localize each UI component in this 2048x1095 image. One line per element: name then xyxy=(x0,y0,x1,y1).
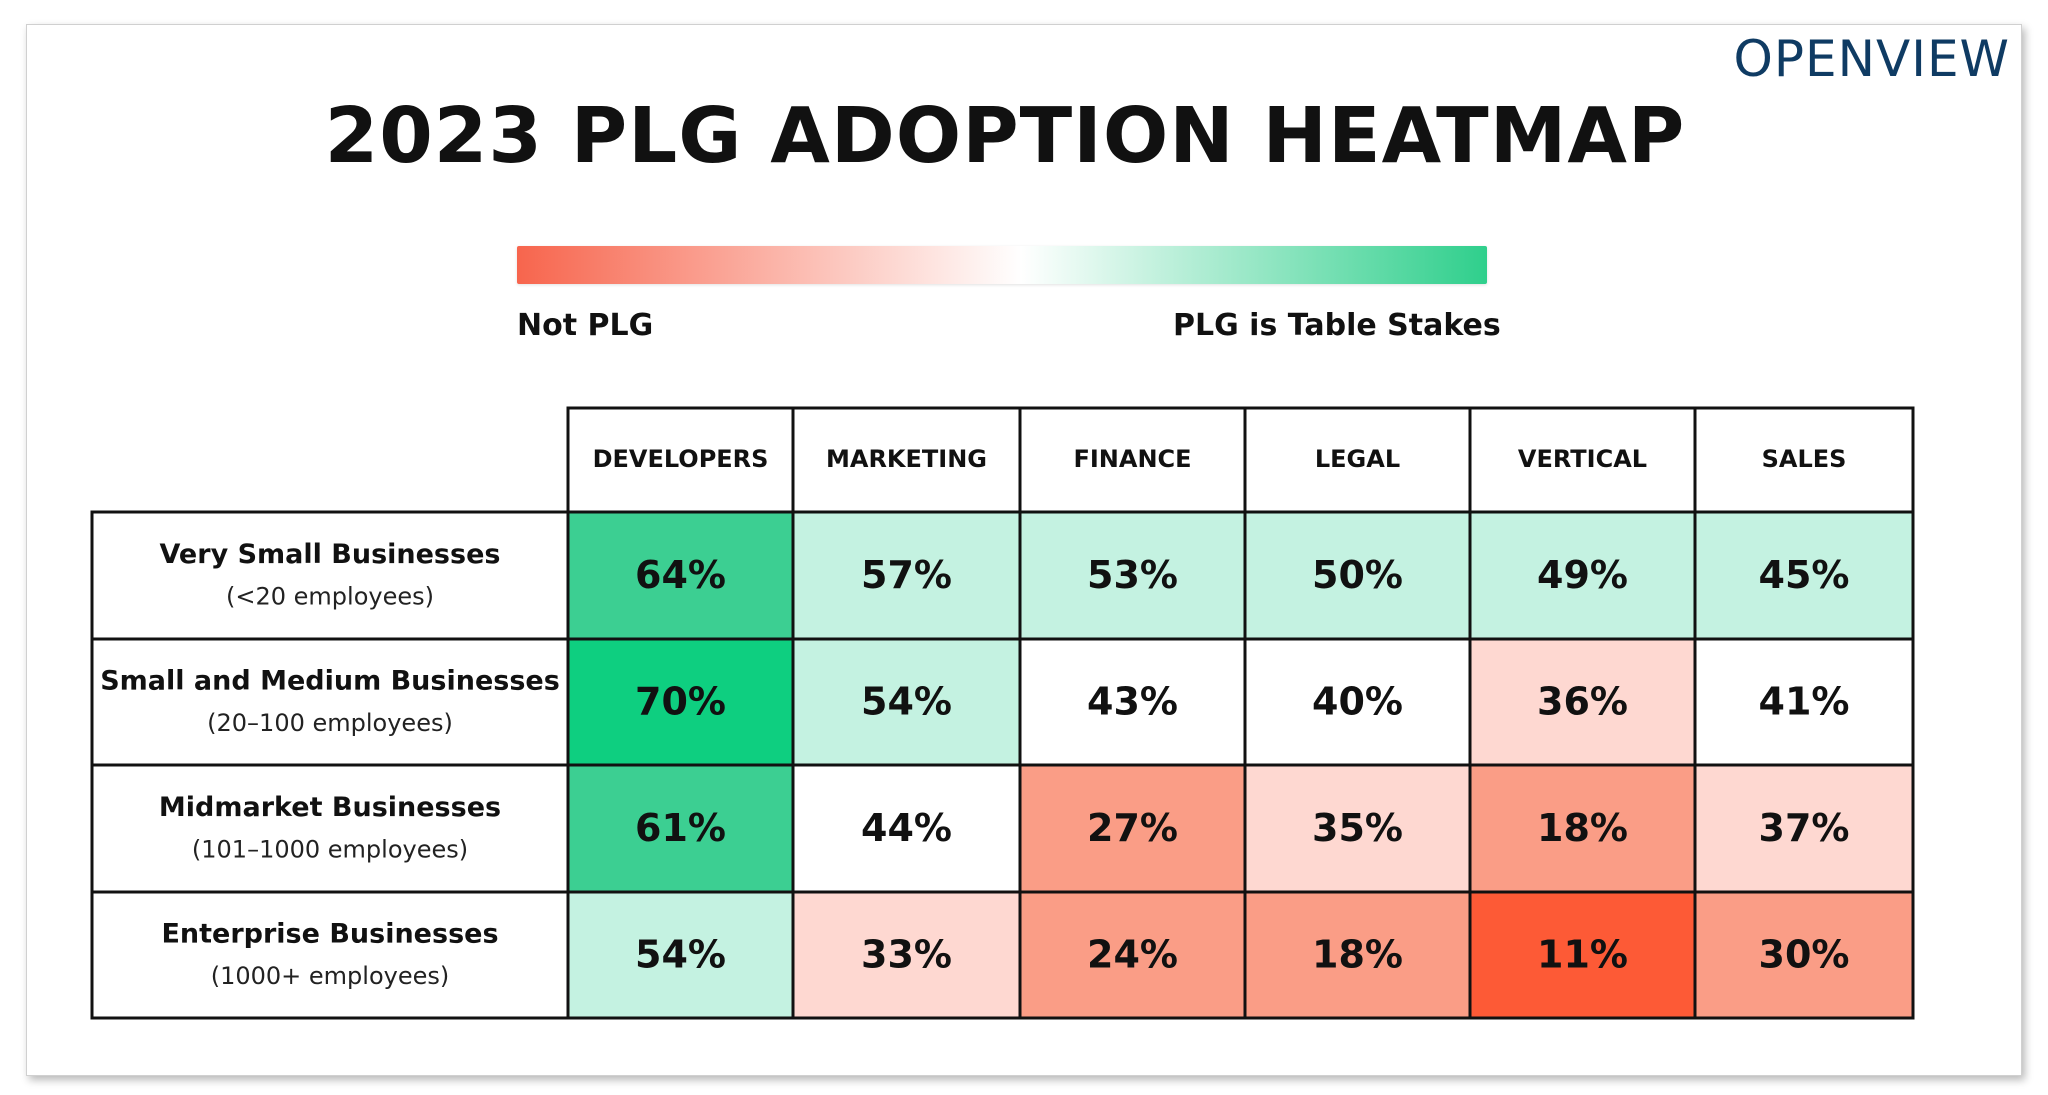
row-header-sublabel: (1000+ employees) xyxy=(211,962,450,990)
heatmap-cell xyxy=(793,639,1020,765)
heatmap-cell xyxy=(568,639,793,765)
cell-value-label: 33% xyxy=(861,933,952,977)
cell-value-label: 43% xyxy=(1087,680,1178,724)
legend-gradient-bar xyxy=(517,246,1487,284)
column-header-label: DEVELOPERS xyxy=(593,445,769,473)
chart-title: 2023 PLG ADOPTION HEATMAP xyxy=(324,92,1686,181)
cell-value-label: 53% xyxy=(1087,553,1178,597)
cell-value-label: 24% xyxy=(1087,933,1178,977)
cell-value-label: 70% xyxy=(635,680,726,724)
heatmap-cell xyxy=(1020,892,1245,1018)
row-header-sublabel: (101–1000 employees) xyxy=(192,836,468,864)
cell-value-label: 40% xyxy=(1312,680,1403,724)
column-header-label: MARKETING xyxy=(826,445,987,473)
heatmap-cell xyxy=(568,512,793,639)
cell-value-label: 44% xyxy=(861,806,952,850)
cell-value-label: 18% xyxy=(1312,933,1403,977)
heatmap-cell xyxy=(793,892,1020,1018)
cell-value-label: 41% xyxy=(1759,680,1850,724)
heatmap-cell xyxy=(1470,639,1695,765)
heatmap-cell xyxy=(568,765,793,892)
cell-value-label: 18% xyxy=(1537,806,1628,850)
cell-value-label: 36% xyxy=(1537,680,1628,724)
heatmap-cell xyxy=(1695,639,1913,765)
heatmap-cell xyxy=(1470,512,1695,639)
heatmap-cell xyxy=(1470,765,1695,892)
row-header-label: Small and Medium Businesses xyxy=(100,666,560,697)
cell-value-label: 54% xyxy=(861,680,952,724)
heatmap-cell xyxy=(568,892,793,1018)
heatmap-cell xyxy=(1695,765,1913,892)
heatmap-cell xyxy=(793,765,1020,892)
heatmap-cell xyxy=(1245,892,1470,1018)
heatmap-cell xyxy=(1020,639,1245,765)
row-header-label: Midmarket Businesses xyxy=(159,792,501,823)
heatmap-cell xyxy=(1245,639,1470,765)
heatmap-cell xyxy=(793,512,1020,639)
cell-value-label: 35% xyxy=(1312,806,1403,850)
legend-low-label: Not PLG xyxy=(517,308,654,343)
cell-value-label: 61% xyxy=(635,806,726,850)
heatmap-cell xyxy=(1695,892,1913,1018)
openview-logo: OPENVIEW xyxy=(1733,30,2010,88)
heatmap-cell xyxy=(1245,512,1470,639)
cell-value-label: 11% xyxy=(1537,933,1628,977)
heatmap-cell xyxy=(1470,892,1695,1018)
cell-value-label: 45% xyxy=(1759,553,1850,597)
cell-value-label: 49% xyxy=(1537,553,1628,597)
legend-high-label: PLG is Table Stakes xyxy=(1173,308,1501,343)
column-header-label: SALES xyxy=(1762,445,1847,473)
heatmap-cell xyxy=(1695,512,1913,639)
row-header-label: Very Small Businesses xyxy=(160,539,501,570)
row-header-sublabel: (20–100 employees) xyxy=(207,709,453,737)
row-header-sublabel: (<20 employees) xyxy=(226,583,434,611)
column-header-frame xyxy=(566,406,1915,514)
heatmap-cell xyxy=(1245,765,1470,892)
column-header-label: VERTICAL xyxy=(1518,445,1647,473)
cell-value-label: 54% xyxy=(635,933,726,977)
column-header-label: LEGAL xyxy=(1315,445,1400,473)
cell-value-label: 64% xyxy=(635,553,726,597)
cell-value-label: 57% xyxy=(861,553,952,597)
cell-value-label: 50% xyxy=(1312,553,1403,597)
cell-value-label: 30% xyxy=(1759,933,1850,977)
row-header-label: Enterprise Businesses xyxy=(161,919,498,950)
heatmap-cell xyxy=(1020,512,1245,639)
cell-value-label: 27% xyxy=(1087,806,1178,850)
column-header-label: FINANCE xyxy=(1073,445,1191,473)
cell-value-label: 37% xyxy=(1759,806,1850,850)
heatmap-cell xyxy=(1020,765,1245,892)
